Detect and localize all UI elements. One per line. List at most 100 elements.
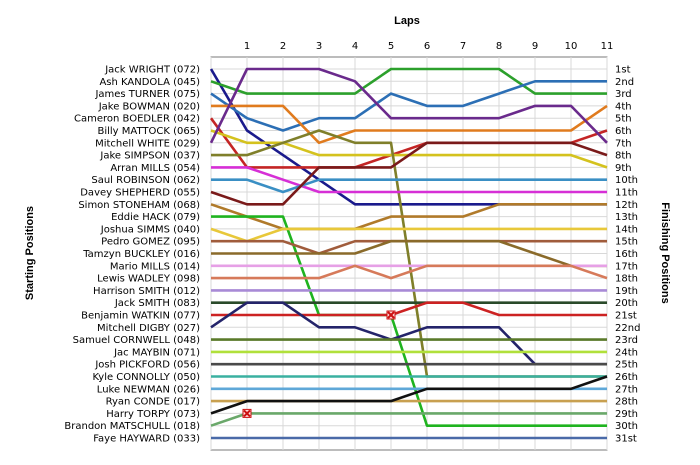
finishing-position-label: 11th — [615, 188, 638, 199]
starting-name-label: James TURNER (075) — [94, 89, 200, 100]
starting-name-label: Jake SIMPSON (037) — [99, 151, 200, 162]
finishing-position-label: 25th — [615, 360, 638, 371]
starting-name-label: Jack SMITH (083) — [114, 298, 200, 309]
finishing-position-label: 21st — [615, 311, 637, 322]
lap-tick-label: 1 — [244, 41, 250, 52]
finishing-position-label: 28th — [615, 397, 638, 408]
starting-name-label: Benjamin WATKIN (077) — [81, 311, 200, 322]
lap-tick-label: 8 — [496, 41, 502, 52]
finishing-position-label: 17th — [615, 261, 638, 272]
series-line — [210, 67, 607, 95]
y-axis-title-left: Starting Positions — [24, 206, 36, 300]
finishing-position-label: 12th — [615, 200, 638, 211]
lap-tick-label: 6 — [424, 41, 430, 52]
series-lines — [209, 67, 608, 440]
series-line — [211, 264, 608, 280]
series-line — [210, 301, 607, 366]
finishing-position-label: 3rd — [615, 89, 632, 100]
lap-tick-label: 4 — [352, 41, 358, 52]
finishing-position-label: 22nd — [615, 323, 640, 334]
starting-name-label: Brandon MATSCHULL (018) — [64, 421, 200, 432]
finishing-position-label: 4th — [615, 101, 632, 112]
finishing-position-label: 30th — [615, 421, 638, 432]
series-line — [210, 203, 607, 231]
starting-name-label: Jac MAYBIN (071) — [113, 347, 200, 358]
series-line — [209, 67, 608, 144]
series-line — [210, 141, 608, 206]
finishing-position-label: 13th — [615, 212, 638, 223]
series-line — [209, 68, 607, 206]
x-axis-title: Laps — [394, 15, 420, 27]
starting-name-label: Josh PICKFORD (056) — [94, 360, 200, 371]
finishing-position-label: 10th — [615, 175, 638, 186]
series-line — [211, 215, 607, 428]
finishing-position-label: 19th — [615, 286, 638, 297]
starting-name-label: Eddie HACK (079) — [111, 212, 200, 223]
finishing-position-label: 23rd — [615, 335, 638, 346]
starting-name-label: Cameron BOEDLER (042) — [74, 114, 200, 125]
starting-name-label: Pedro GOMEZ (095) — [101, 237, 200, 248]
starting-name-label: Mario MILLS (014) — [110, 261, 200, 272]
finishing-position-label: 16th — [615, 249, 638, 260]
lap-tick-label: 9 — [532, 41, 538, 52]
starting-name-label: Simon STONEHAM (068) — [78, 200, 200, 211]
starting-name-label: Kyle CONNOLLY (050) — [92, 372, 200, 383]
retirement-marker — [242, 408, 252, 418]
finishing-position-label: 8th — [615, 151, 632, 162]
starting-name-label: Mitchell DIGBY (027) — [97, 323, 200, 334]
finishing-position-label: 31st — [615, 434, 637, 445]
series-line — [210, 227, 607, 243]
lap-tick-label: 3 — [316, 41, 322, 52]
finishing-position-label: 7th — [615, 138, 632, 149]
series-line — [210, 375, 608, 415]
finishing-position-label: 9th — [615, 163, 632, 174]
finishing-position-label: 27th — [615, 384, 638, 395]
lap-tick-label: 11 — [601, 41, 614, 52]
finishing-position-label: 1st — [615, 65, 631, 76]
starting-name-label: Saul ROBINSON (062) — [91, 175, 200, 186]
starting-name-label: Luke NEWMAN (026) — [97, 384, 200, 395]
series-line — [211, 166, 607, 194]
starting-name-label: Harry TORPY (073) — [106, 409, 200, 420]
starting-name-label: Mitchell WHITE (029) — [95, 138, 200, 149]
series-line — [210, 80, 607, 132]
retirement-markers — [242, 310, 396, 418]
starting-name-label: Billy MATTOCK (065) — [97, 126, 200, 137]
starting-name-label: Jack WRIGHT (072) — [104, 65, 200, 76]
series-line — [211, 104, 608, 145]
series-line — [210, 412, 607, 427]
starting-name-label: Joshua SIMMS (040) — [100, 224, 200, 235]
starting-name-label: Samuel CORNWELL (048) — [73, 335, 200, 346]
starting-name-label: Tamzyn BUCKLEY (016) — [82, 249, 200, 260]
lap-tick-label: 2 — [280, 41, 286, 52]
finishing-position-label: 20th — [615, 298, 638, 309]
finishing-position-label: 2nd — [615, 77, 634, 88]
finishing-position-label: 6th — [615, 126, 632, 137]
starting-name-label: Harrison SMITH (012) — [93, 286, 200, 297]
y-axis-title-right: Finishing Positions — [659, 202, 671, 303]
starting-name-label: Ash KANDOLA (045) — [99, 77, 200, 88]
series-line — [211, 178, 607, 194]
starting-name-label: Faye HAYWARD (033) — [93, 434, 200, 445]
lap-tick-label: 7 — [460, 41, 466, 52]
starting-name-label: Lewis WADLEY (098) — [97, 274, 200, 285]
finishing-position-label: 29th — [615, 409, 638, 420]
starting-name-label: Arran MILLS (054) — [110, 163, 200, 174]
finishing-position-label: 26th — [615, 372, 638, 383]
lap-tick-label: 5 — [388, 41, 394, 52]
starting-name-label: Davey SHEPHERD (055) — [80, 188, 200, 199]
retirement-marker — [386, 310, 396, 320]
finishing-position-label: 15th — [615, 237, 638, 248]
finishing-position-label: 14th — [615, 224, 638, 235]
finishing-position-label: 5th — [615, 114, 632, 125]
starting-name-label: Jake BOWMAN (020) — [98, 101, 200, 112]
finishing-position-label: 24th — [615, 347, 638, 358]
lap-tick-label: 10 — [565, 41, 578, 52]
series-line — [211, 301, 607, 317]
starting-name-label: Ryan CONDE (017) — [106, 397, 200, 408]
finishing-position-label: 18th — [615, 274, 638, 285]
axis-labels: 1 2 3 4 5 6 7 8 9 10 11 Jack WRIGHT (072)Ash KANDOL… — [64, 41, 640, 445]
series-line — [211, 239, 607, 268]
